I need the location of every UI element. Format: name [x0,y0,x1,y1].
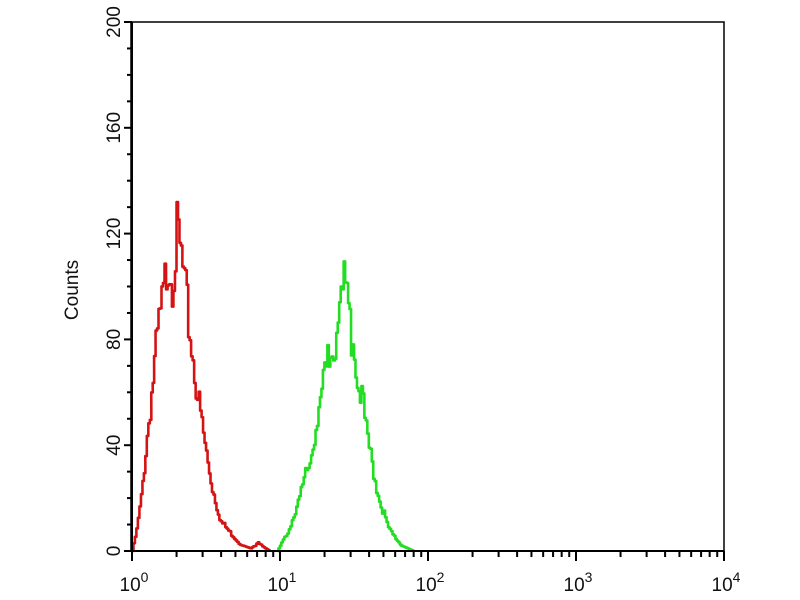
y-tick-label: 80 [104,329,125,350]
x-tick-base: 10 [268,575,289,596]
series-line-1 [132,200,271,553]
y-tick-label: 200 [104,6,125,38]
series-layer [132,200,415,553]
x-tick-label: 101 [268,569,297,596]
x-tick-label: 104 [712,569,741,596]
y-tick-label: 40 [104,435,125,456]
x-tick-exponent: 0 [141,569,149,585]
y-tick-label: 160 [104,112,125,144]
x-tick-exponent: 2 [437,569,445,585]
series-line-2 [277,260,415,553]
x-tick-label: 103 [564,569,593,596]
x-tick-base: 10 [712,575,733,596]
x-tick-base: 10 [120,575,141,596]
y-tick-label: 0 [104,546,125,557]
x-tick-label: 102 [416,569,445,596]
x-tick-base: 10 [564,575,585,596]
x-tick-exponent: 4 [733,569,741,585]
x-tick-label: 100 [120,569,149,596]
plot-frame [130,21,725,552]
y-axis-label: Counts [62,260,83,320]
x-tick-base: 10 [416,575,437,596]
y-tick-label: 120 [104,218,125,250]
x-tick-exponent: 3 [585,569,593,585]
x-tick-exponent: 1 [289,569,297,585]
